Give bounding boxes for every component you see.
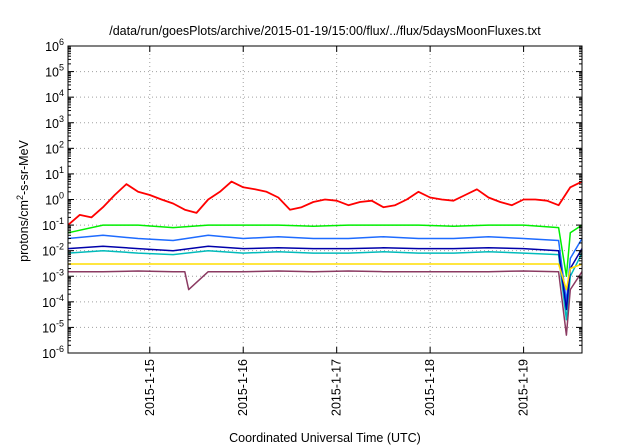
y-axis-label-superscript: 2 [15,195,25,200]
y-tick-label: 10-6 [42,344,64,361]
y-tick-label-exponent: -5 [56,318,64,328]
y-tick-label-exponent: 1 [59,165,64,175]
y-tick-label-base: 10 [42,321,56,335]
y-tick-label: 10-5 [42,318,64,335]
y-tick-label-base: 10 [45,194,59,208]
y-axis-label-prefix: protons/cm [17,200,31,262]
y-tick-label-exponent: 0 [59,191,64,201]
y-tick-label-exponent: -2 [56,242,64,252]
x-tick-label: 2015-1-18 [423,359,437,416]
y-tick-label: 100 [45,191,64,208]
series-layer [67,180,583,336]
series-line-1 [67,224,583,278]
y-tick-label-exponent: 2 [59,139,64,149]
y-tick-label-base: 10 [42,219,56,233]
y-tick-label-base: 10 [45,91,59,105]
series-line-3 [67,234,583,303]
x-tick-label: 2015-1-17 [330,359,344,416]
y-tick-label-base: 10 [45,142,59,156]
y-tick-label-base: 10 [45,40,59,54]
y-tick-label: 102 [45,139,64,156]
y-tick-label-base: 10 [45,168,59,182]
series-line-6 [68,270,583,336]
x-tick-label: 2015-1-16 [236,359,250,416]
y-tick-label-exponent: 3 [59,114,64,124]
y-tick-label-exponent: 4 [59,88,64,98]
y-tick-label: 10-2 [42,242,64,259]
y-tick-label: 101 [45,165,64,182]
y-tick-label-base: 10 [45,117,59,131]
y-tick-label: 104 [45,88,64,105]
y-tick-label-base: 10 [42,270,56,284]
y-tick-label-base: 10 [42,296,56,310]
y-tick-label-exponent: -4 [56,293,64,303]
series-line-4 [67,245,583,311]
y-axis-label: protons/cm2-s-sr-MeV [15,139,31,261]
y-axis-label-suffix: -s-sr-MeV [17,139,31,195]
series-line-0 [67,180,583,226]
y-tick-labels: 10-610-510-410-310-210-11001011021031041… [42,37,64,361]
y-tick-label-base: 10 [42,347,56,361]
y-tick-label-base: 10 [45,66,59,80]
x-tick-label: 2015-1-15 [143,359,157,416]
x-axis-label: Coordinated Universal Time (UTC) [229,431,421,445]
y-tick-label-exponent: -6 [56,344,64,354]
chart-title: /data/run/goesPlots/archive/2015-01-19/1… [109,24,541,38]
x-tick-labels: 2015-1-15 2015-1-16 2015-1-17 2015-1-18 2015… [143,359,531,416]
y-tick-label-exponent: 6 [59,37,64,47]
y-tick-label: 106 [45,37,64,54]
y-tick-label: 10-4 [42,293,64,310]
y-tick-label: 105 [45,63,64,80]
y-tick-label: 103 [45,114,64,131]
y-tick-label: 10-1 [42,216,64,233]
y-tick-label-exponent: -1 [56,216,64,226]
y-tick-label-base: 10 [42,245,56,259]
y-tick-label: 10-3 [42,267,64,284]
series-line-2 [67,249,583,321]
y-tick-label-exponent: 5 [59,63,64,73]
y-tick-label-exponent: -3 [56,267,64,277]
series-line-5 [68,263,583,291]
x-tick-label: 2015-1-19 [517,359,531,416]
ticks [68,45,582,354]
